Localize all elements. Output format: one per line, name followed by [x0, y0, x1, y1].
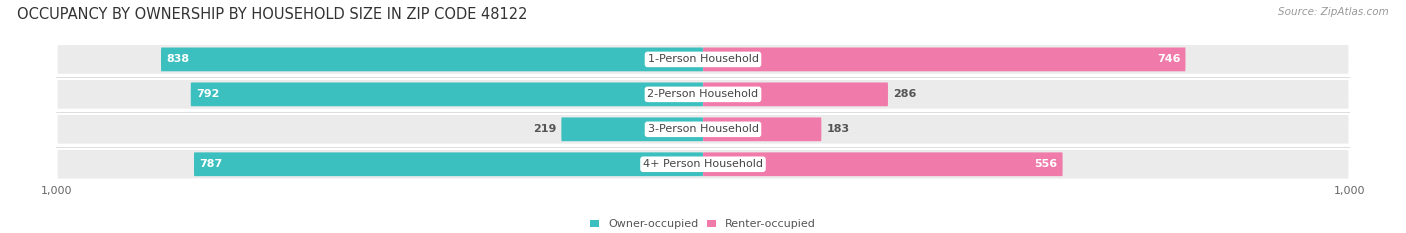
FancyBboxPatch shape — [58, 45, 1348, 74]
Text: 792: 792 — [195, 89, 219, 99]
Text: 4+ Person Household: 4+ Person Household — [643, 159, 763, 169]
FancyBboxPatch shape — [58, 80, 1348, 109]
FancyBboxPatch shape — [703, 82, 889, 106]
FancyBboxPatch shape — [703, 48, 1185, 71]
Text: 746: 746 — [1157, 55, 1180, 64]
Text: 2-Person Household: 2-Person Household — [647, 89, 759, 99]
FancyBboxPatch shape — [561, 117, 703, 141]
Legend: Owner-occupied, Renter-occupied: Owner-occupied, Renter-occupied — [591, 219, 815, 229]
Text: 3-Person Household: 3-Person Household — [648, 124, 758, 134]
Text: 787: 787 — [200, 159, 222, 169]
Text: OCCUPANCY BY OWNERSHIP BY HOUSEHOLD SIZE IN ZIP CODE 48122: OCCUPANCY BY OWNERSHIP BY HOUSEHOLD SIZE… — [17, 7, 527, 22]
FancyBboxPatch shape — [58, 115, 1348, 144]
Text: 219: 219 — [533, 124, 557, 134]
Text: 1-Person Household: 1-Person Household — [648, 55, 758, 64]
Text: 286: 286 — [893, 89, 917, 99]
FancyBboxPatch shape — [703, 117, 821, 141]
Text: 183: 183 — [827, 124, 849, 134]
Text: 838: 838 — [166, 55, 190, 64]
FancyBboxPatch shape — [703, 152, 1063, 176]
Text: 556: 556 — [1035, 159, 1057, 169]
FancyBboxPatch shape — [58, 150, 1348, 179]
Text: Source: ZipAtlas.com: Source: ZipAtlas.com — [1278, 7, 1389, 17]
FancyBboxPatch shape — [194, 152, 703, 176]
FancyBboxPatch shape — [191, 82, 703, 106]
FancyBboxPatch shape — [162, 48, 703, 71]
